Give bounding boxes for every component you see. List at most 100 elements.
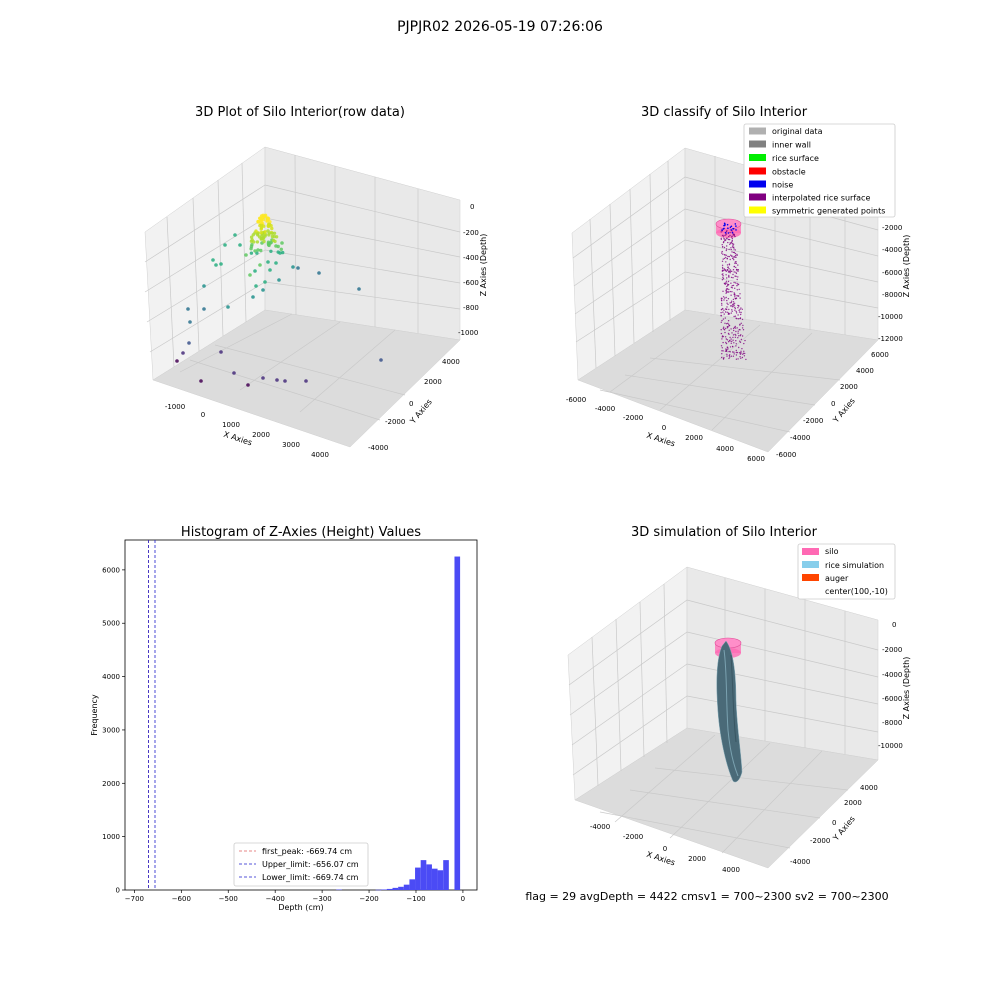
raw-right-pane bbox=[264, 146, 461, 341]
classify-point bbox=[730, 286, 733, 288]
classify-point bbox=[720, 321, 722, 323]
classify-point bbox=[742, 352, 745, 354]
classify-point bbox=[735, 351, 737, 354]
classify-point bbox=[732, 298, 735, 301]
classify-point bbox=[720, 332, 723, 335]
raw-data-point bbox=[256, 248, 260, 252]
histogram-x-tick: −600 bbox=[172, 895, 191, 903]
raw-data-point bbox=[261, 288, 265, 292]
raw-x-ticks: -1000 0 1000 2000 3000 4000 bbox=[165, 403, 329, 459]
classify-point bbox=[732, 327, 735, 330]
classify-point bbox=[723, 357, 725, 359]
classify-point bbox=[722, 350, 724, 352]
classify-point bbox=[727, 322, 729, 324]
raw-scatter-panel: 3D Plot of Silo Interior(row data) -1000… bbox=[144, 105, 488, 459]
classify-point bbox=[731, 240, 733, 242]
legend-swatch bbox=[749, 127, 766, 135]
raw-data-point bbox=[276, 250, 280, 254]
classify-point bbox=[732, 243, 735, 245]
classify-z-tick: -8000 bbox=[882, 291, 902, 299]
classify-y-tick: 4000 bbox=[856, 367, 874, 375]
sim-z-tick: -2000 bbox=[882, 646, 902, 654]
classify-point bbox=[734, 309, 736, 311]
classify-point bbox=[729, 258, 731, 261]
raw-data-point bbox=[251, 295, 255, 299]
classify-point bbox=[728, 271, 731, 273]
histogram-bar bbox=[403, 884, 410, 890]
raw-data-point bbox=[274, 235, 279, 239]
classify-point bbox=[744, 339, 746, 342]
classify-point bbox=[731, 246, 734, 248]
classify-panel: 3D classify of Silo Interior -6000 -4000… bbox=[566, 105, 911, 463]
classify-noise-point bbox=[730, 229, 732, 231]
raw-data-point bbox=[259, 230, 263, 235]
classify-point bbox=[729, 336, 731, 339]
raw-x-tick: 0 bbox=[201, 411, 205, 419]
classify-point bbox=[721, 264, 724, 266]
classify-point bbox=[731, 255, 733, 257]
raw-data-point bbox=[259, 248, 263, 253]
classify-point bbox=[722, 278, 725, 280]
sim-x-tick: 4000 bbox=[722, 866, 740, 874]
sim-floor-pane bbox=[574, 727, 879, 869]
classify-point bbox=[730, 328, 732, 330]
classify-point bbox=[739, 293, 741, 295]
histogram-x-tick: −700 bbox=[125, 895, 144, 903]
classify-point bbox=[732, 277, 734, 279]
classify-point bbox=[742, 353, 744, 355]
classify-point bbox=[733, 342, 735, 344]
classify-point bbox=[733, 302, 736, 304]
classify-point bbox=[737, 269, 739, 271]
classify-point bbox=[721, 353, 723, 355]
legend-item: Lower_limit: -669.74 cm bbox=[239, 873, 359, 882]
classify-noise-point bbox=[735, 229, 737, 231]
classify-point bbox=[722, 236, 725, 238]
classify-point bbox=[730, 300, 733, 302]
classify-point bbox=[723, 328, 725, 330]
classify-x-ticks: -6000 -4000 -2000 0 2000 4000 6000 bbox=[566, 396, 765, 463]
raw-data-point bbox=[254, 229, 258, 233]
classify-point bbox=[730, 241, 733, 244]
legend-label: auger bbox=[825, 574, 849, 583]
classify-z-tick: -12000 bbox=[878, 335, 903, 343]
classify-point bbox=[738, 288, 740, 291]
classify-point bbox=[725, 350, 728, 352]
classify-point bbox=[741, 308, 743, 310]
classify-point bbox=[728, 248, 730, 251]
classify-point bbox=[722, 275, 724, 277]
classify-point bbox=[721, 336, 723, 338]
raw-data-point bbox=[188, 320, 192, 324]
classify-point bbox=[721, 304, 723, 306]
classify-point bbox=[734, 252, 737, 255]
classify-point bbox=[737, 318, 740, 320]
classify-point bbox=[729, 269, 732, 271]
classify-point bbox=[728, 357, 730, 360]
raw-data-point bbox=[283, 379, 287, 383]
classify-point bbox=[725, 256, 727, 259]
raw-data-point bbox=[276, 244, 280, 249]
raw-data-point bbox=[256, 232, 260, 236]
raw-data-point bbox=[260, 224, 264, 228]
classify-point bbox=[730, 312, 732, 314]
raw-data-point bbox=[202, 284, 206, 288]
classify-point bbox=[732, 355, 735, 357]
classify-point bbox=[720, 237, 722, 239]
classify-point bbox=[736, 327, 738, 329]
classify-point bbox=[732, 301, 735, 303]
classify-point bbox=[722, 258, 724, 260]
histogram-bar bbox=[398, 886, 404, 890]
raw-z-ticks: 0 -200 -400 -600 -800 -1000 bbox=[458, 203, 479, 337]
classify-point bbox=[734, 307, 736, 310]
sim-z-tick: 0 bbox=[892, 621, 896, 629]
classify-point bbox=[737, 276, 739, 278]
classify-point bbox=[720, 297, 723, 299]
legend-swatch bbox=[749, 180, 766, 188]
sim-rice-surface bbox=[716, 640, 743, 783]
simulation-panel: 3D simulation of Silo Interior -4000 -20… bbox=[567, 525, 911, 874]
classify-noise-point bbox=[727, 227, 729, 229]
classify-point bbox=[735, 345, 737, 347]
classify-point bbox=[737, 337, 739, 339]
classify-point bbox=[726, 288, 729, 290]
raw-data-point bbox=[226, 305, 230, 309]
